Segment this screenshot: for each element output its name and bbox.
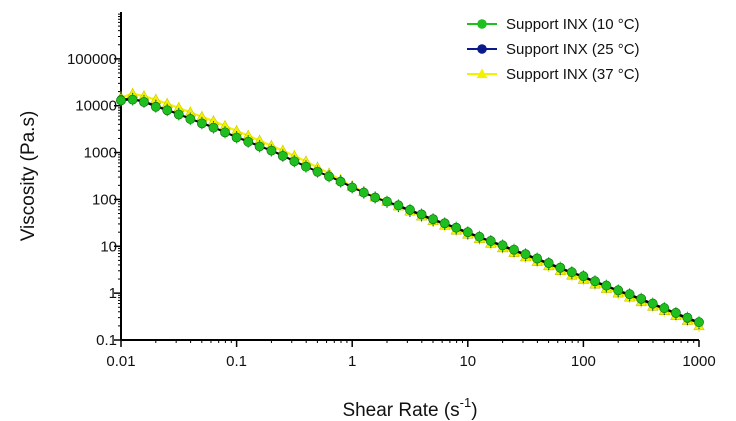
legend-item-3: Support INX (37 °C) (467, 66, 640, 83)
legend-label: Support INX (10 °C) (506, 16, 640, 33)
legend: Support INX (10 °C) Support INX (25 °C) Su… (467, 16, 640, 83)
series-1 (116, 93, 704, 329)
y-tick-label: 100000 (67, 51, 117, 68)
x-axis-title: Shear Rate (s-1) (342, 395, 477, 421)
series-1-point (520, 249, 531, 260)
series-1-point (439, 218, 450, 229)
series-1-point (613, 285, 624, 296)
series-1-point (659, 303, 670, 313)
series-1-point (405, 204, 415, 215)
series-1-point (301, 161, 311, 172)
series-1-point (578, 271, 589, 282)
series-1-point (173, 109, 184, 120)
series-1-point (150, 101, 161, 112)
series-1-point (197, 118, 207, 129)
y-tick-label: 1000 (84, 145, 117, 162)
series-1-point (485, 236, 496, 246)
x-ticks: 0.01 0.1 1 10 100 1000 (106, 340, 716, 370)
series-1-point (462, 227, 473, 238)
x-tick-label: 1 (348, 353, 356, 370)
series-layer (115, 87, 705, 332)
series-1-point (647, 298, 658, 309)
x-tick-label: 1000 (682, 353, 715, 370)
series-1-point (474, 231, 485, 242)
series-1-point (266, 145, 277, 156)
series-1-point (208, 122, 219, 133)
series-1-point (624, 289, 635, 300)
series-1-point (393, 200, 404, 211)
x-tick-label: 0.1 (226, 353, 247, 370)
legend-label: Support INX (25 °C) (506, 41, 640, 58)
series-1-point (416, 209, 427, 220)
y-ticks: 0.1 1 10 100 1000 10000 100000 (67, 13, 121, 349)
x-axis: 0.01 0.1 1 10 100 1000 (106, 339, 716, 370)
y-tick-label: 1 (109, 285, 117, 302)
legend-label: Support INX (37 °C) (506, 66, 640, 83)
series-1-point (162, 105, 173, 116)
series-1-point (566, 267, 577, 278)
series-1-point (335, 176, 346, 187)
legend-swatch-marker (476, 68, 488, 79)
y-tick-label: 100 (92, 191, 117, 208)
series-1-point (358, 187, 369, 198)
series-1-point (324, 171, 334, 182)
legend-swatch-marker (477, 19, 487, 29)
legend-item-2: Support INX (25 °C) (467, 41, 640, 58)
y-tick-label: 0.1 (96, 332, 117, 349)
series-1-point (532, 253, 543, 264)
legend-item-1: Support INX (10 °C) (467, 16, 640, 33)
series-1-point (428, 214, 439, 225)
series-1-point (127, 94, 138, 105)
series-1-point (231, 132, 242, 143)
series-1-point (185, 114, 196, 124)
series-1-point (382, 196, 392, 207)
series-1-point (670, 307, 681, 318)
series-1-point (590, 276, 600, 287)
series-1-point (243, 136, 254, 147)
series-1-point (347, 182, 358, 193)
series-1-point (694, 317, 704, 328)
series-1-point (139, 97, 149, 107)
y-axis-title: Viscosity (Pa.s) (18, 111, 39, 242)
y-tick-label: 10000 (75, 98, 117, 115)
series-1-point (220, 127, 230, 138)
x-tick-label: 0.01 (106, 353, 135, 370)
series-1-point (451, 222, 462, 233)
series-1-point (509, 244, 519, 255)
series-1-point (254, 141, 265, 152)
x-tick-label: 10 (459, 353, 476, 370)
y-tick-label: 10 (100, 238, 117, 255)
series-1-point (636, 293, 647, 304)
series-1-point (601, 280, 612, 291)
series-1-point (312, 166, 323, 177)
series-1-point (543, 258, 554, 268)
series-1-point (682, 312, 693, 323)
legend-swatch-marker (477, 44, 487, 54)
x-tick-label: 100 (571, 353, 596, 370)
series-1-point (497, 240, 508, 251)
series-1-point (555, 262, 566, 273)
series-1-point (116, 95, 126, 106)
series-1-point (289, 156, 300, 167)
series-1-point (370, 192, 381, 203)
y-axis: 0.1 1 10 100 1000 10000 100000 (67, 12, 122, 349)
series-1-point (277, 150, 288, 161)
